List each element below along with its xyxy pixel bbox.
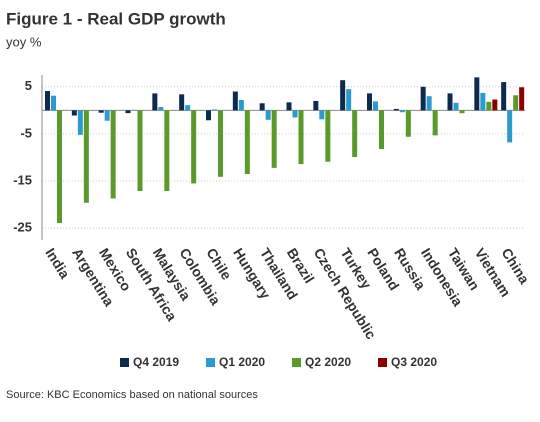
bar xyxy=(319,110,324,119)
bar xyxy=(394,109,399,110)
bar xyxy=(352,110,357,157)
bar xyxy=(421,87,426,111)
bar xyxy=(72,110,77,115)
legend-label: Q1 2020 xyxy=(219,355,265,369)
bar xyxy=(179,94,184,110)
bar xyxy=(454,103,459,111)
legend-label: Q3 2020 xyxy=(391,355,437,369)
bar xyxy=(400,110,405,112)
bar xyxy=(57,110,62,223)
bar xyxy=(266,110,271,119)
y-tick-label: -25 xyxy=(13,220,32,235)
bar xyxy=(501,82,506,110)
bar xyxy=(126,110,131,113)
bar xyxy=(373,101,378,110)
bar xyxy=(299,110,304,164)
bar xyxy=(212,109,217,110)
bar xyxy=(218,110,223,176)
bar xyxy=(99,110,104,112)
bar xyxy=(78,110,83,135)
chart-title: Figure 1 - Real GDP growth xyxy=(6,9,226,28)
bar xyxy=(313,101,318,110)
bar xyxy=(164,110,169,191)
bar xyxy=(185,105,190,110)
bar xyxy=(474,77,479,110)
bar xyxy=(346,89,351,110)
bar xyxy=(513,95,518,110)
bar xyxy=(460,110,465,113)
bar xyxy=(480,93,485,110)
bar xyxy=(427,96,432,110)
legend-label: Q4 2019 xyxy=(133,355,179,369)
bar xyxy=(433,110,438,135)
bar xyxy=(406,110,411,136)
bar xyxy=(379,110,384,149)
legend-swatch xyxy=(206,358,215,367)
bar xyxy=(367,93,372,110)
bar xyxy=(245,110,250,174)
bar xyxy=(272,110,277,168)
bar xyxy=(191,110,196,183)
bar xyxy=(239,100,244,110)
bar xyxy=(111,110,116,198)
bar xyxy=(206,110,211,120)
legend-label: Q2 2020 xyxy=(305,355,351,369)
bar xyxy=(84,110,89,202)
bar xyxy=(45,91,50,110)
y-tick-label: 5 xyxy=(25,78,32,93)
x-tick-label: India xyxy=(42,245,73,281)
legend-swatch xyxy=(120,358,129,367)
y-tick-label: -5 xyxy=(20,125,32,140)
source-note: Source: KBC Economics based on national … xyxy=(6,389,258,401)
bar xyxy=(260,103,265,110)
bar xyxy=(486,102,491,110)
bar xyxy=(519,87,524,110)
legend-swatch xyxy=(292,358,301,367)
bar xyxy=(448,93,453,110)
bar xyxy=(507,110,512,142)
bar xyxy=(152,93,157,110)
bar xyxy=(287,102,292,110)
bar xyxy=(340,80,345,110)
bar xyxy=(233,92,238,111)
chart-subtitle: yoy % xyxy=(6,34,42,49)
bar xyxy=(492,100,497,111)
bar xyxy=(325,110,330,161)
y-tick-label: -15 xyxy=(13,173,32,188)
legend-swatch xyxy=(378,358,387,367)
bar xyxy=(138,110,143,191)
bar xyxy=(158,107,163,110)
bar xyxy=(105,110,110,120)
bar xyxy=(293,110,298,117)
bar xyxy=(51,96,56,111)
